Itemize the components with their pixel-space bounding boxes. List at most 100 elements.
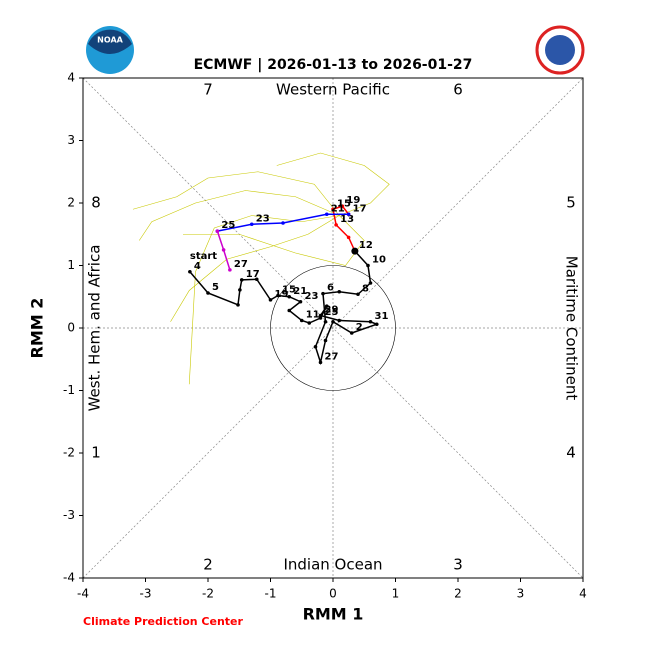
trajectory-point: [334, 223, 338, 227]
trajectory-point: [254, 277, 259, 282]
y-tick-label: 0: [67, 321, 75, 335]
trajectory-point: [276, 293, 280, 298]
trajectory-point: [287, 308, 292, 313]
phase-label: 4: [566, 444, 576, 462]
day-label: 23: [256, 213, 270, 224]
ensemble-member: [132, 171, 340, 216]
trajectory-point: [228, 268, 232, 272]
day-label: 15: [282, 285, 296, 296]
phase-label: 5: [566, 194, 576, 212]
day-label: 8: [362, 283, 369, 294]
day-label: 15: [337, 198, 351, 209]
phase-label: 7: [203, 81, 213, 99]
trajectory-point: [287, 294, 292, 299]
trajectory-point: [239, 278, 244, 282]
day-label: 31: [375, 311, 389, 322]
day-label: 17: [246, 269, 260, 280]
trajectory-point: [323, 338, 328, 343]
trajectory-point: [236, 303, 240, 307]
trajectory-point: [368, 319, 373, 324]
y-tick-label: 4: [67, 71, 75, 85]
trajectory-point: [307, 321, 312, 325]
x-tick-label: -4: [77, 587, 89, 601]
y-tick-label: -3: [63, 508, 75, 522]
day-label: 6: [327, 283, 334, 294]
x-tick-label: 0: [329, 587, 337, 601]
trajectory-point: [321, 291, 325, 296]
y-axis-label: RMM 2: [28, 298, 47, 359]
y-tick-label: 3: [67, 133, 75, 147]
trajectory-point: [349, 331, 354, 335]
y-tick-label: 2: [67, 196, 75, 210]
trajectory-point: [340, 204, 345, 208]
trajectory-point: [318, 316, 323, 320]
region-label: Western Pacific: [276, 81, 390, 99]
x-tick-label: 3: [517, 587, 525, 601]
day-label: 2: [356, 322, 363, 333]
trajectory-point: [215, 229, 220, 233]
ensemble-member: [188, 215, 340, 385]
x-tick-label: 2: [454, 587, 462, 601]
trajectory-point: [268, 298, 273, 302]
current-point: [351, 247, 359, 255]
x-tick-label: -1: [265, 587, 277, 601]
y-tick-label: -1: [63, 383, 75, 397]
x-tick-label: -2: [202, 587, 214, 601]
y-tick-label: 1: [67, 258, 75, 272]
region-label: West. Hem. and Africa: [86, 245, 104, 412]
unit-circle: [270, 265, 396, 391]
day-label: 17: [353, 203, 367, 214]
phase-label: 3: [453, 556, 463, 574]
trajectory-point: [346, 235, 351, 240]
chart-title: ECMWF | 2026-01-13 to 2026-01-27: [194, 57, 473, 73]
trajectory-point: [249, 222, 254, 227]
trajectory-point: [298, 299, 303, 304]
day-label: 19: [346, 195, 360, 206]
credit: Climate Prediction Center: [83, 615, 243, 628]
x-tick-label: -3: [140, 587, 152, 601]
day-label: 13: [340, 214, 354, 225]
trajectory-point: [324, 212, 329, 217]
day-label: 25: [325, 307, 339, 318]
trajectory-point: [331, 207, 335, 212]
day-label: 19: [275, 289, 289, 300]
start-label: start: [190, 251, 217, 262]
phase-label: 8: [91, 194, 101, 212]
x-tick-label: 1: [392, 587, 400, 601]
trajectory-point: [374, 322, 379, 327]
y-tick-label: -4: [63, 571, 75, 585]
ensemble-member: [183, 215, 365, 266]
trajectory-point: [318, 313, 323, 318]
trajectory-point: [188, 269, 192, 274]
region-label: Indian Ocean: [283, 556, 382, 574]
ensemble-member: [170, 215, 340, 322]
trajectory-point: [331, 319, 335, 324]
y-tick-label: -2: [63, 446, 75, 460]
ensemble-member: [139, 190, 340, 241]
day-label: 21: [293, 286, 307, 297]
day-label: 10: [372, 255, 386, 266]
ensemble-member: [276, 152, 390, 216]
trajectory-point: [337, 318, 342, 323]
day-label: 25: [221, 220, 235, 231]
day-label: 11: [306, 310, 320, 321]
phase-label: 1: [91, 444, 101, 462]
day-label: 27: [325, 351, 339, 362]
trajectory-point: [221, 248, 226, 252]
day-label: 29: [325, 305, 339, 316]
region-label: Maritime Continent: [563, 256, 581, 401]
day-label: 12: [359, 240, 373, 251]
logo-top: [88, 29, 132, 54]
trajectory-point: [206, 291, 210, 295]
trajectory-point: [323, 319, 328, 324]
noaa-logo: NOAA: [86, 26, 134, 74]
day-label: 4: [194, 261, 201, 272]
x-tick-label: 4: [579, 587, 587, 601]
phase-label: 6: [453, 81, 463, 99]
logo-center: [545, 35, 575, 65]
nws-logo: [535, 25, 585, 75]
day-label: 21: [331, 203, 345, 214]
trajectory-point: [346, 212, 351, 217]
trajectory-point: [238, 288, 242, 292]
